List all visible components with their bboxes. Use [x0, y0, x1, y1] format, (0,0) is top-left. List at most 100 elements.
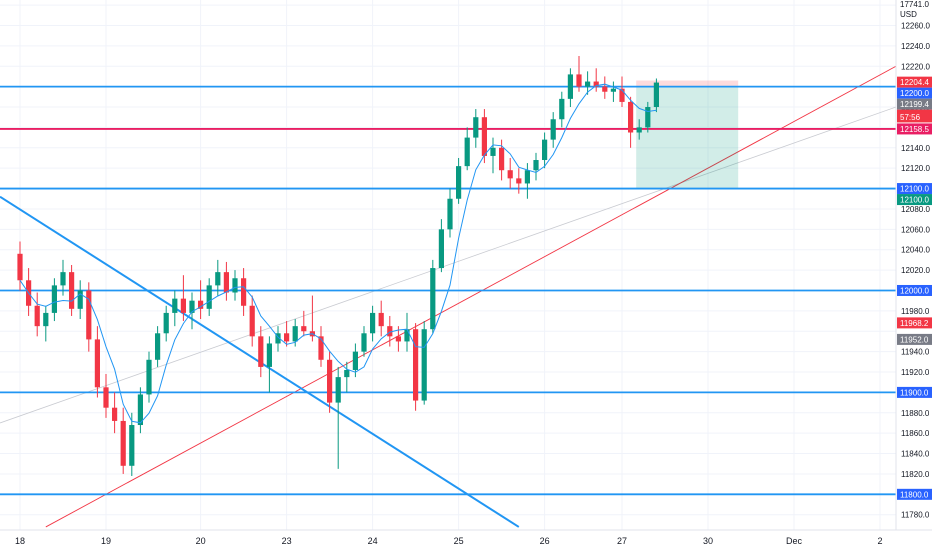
price-label-bg: [897, 317, 932, 329]
candle-body: [645, 107, 651, 128]
candle-body: [636, 127, 642, 133]
price-label-bg: [897, 123, 932, 135]
candle-body: [610, 88, 616, 92]
candle-body: [421, 329, 427, 401]
price-label: 11800.0: [900, 490, 929, 499]
candle-body: [215, 272, 221, 286]
candle-body: [533, 160, 539, 171]
time-axis[interactable]: 18 19 20 23 24 25 26 27 30 Dec 2: [0, 529, 932, 550]
candle-body: [464, 137, 470, 167]
price-label-bg: [897, 386, 932, 398]
candle-body: [585, 81, 591, 87]
candle-body: [180, 298, 186, 313]
y-tick-label: 12060.0: [901, 225, 930, 234]
candle-body: [275, 333, 281, 344]
candle-body: [51, 285, 57, 313]
x-tick-label: 23: [282, 536, 292, 546]
candle-body: [129, 425, 135, 466]
candle-body: [232, 278, 238, 293]
candle-body: [550, 119, 556, 140]
y-tick-label: 12040.0: [901, 246, 930, 255]
candle-body: [447, 198, 453, 230]
price-label-bg: [897, 183, 932, 195]
price-label-bg: [897, 98, 932, 110]
candle-body: [335, 377, 341, 403]
x-tick-label: 18: [15, 536, 25, 546]
y-tick-label: 11920.0: [901, 368, 930, 377]
candle-body: [395, 336, 401, 342]
price-label: 12204.4: [900, 78, 929, 87]
candle-body: [103, 387, 109, 408]
candle-body: [378, 312, 384, 327]
candle-body: [490, 147, 496, 156]
y-tick-label: 11820.0: [901, 470, 930, 479]
candle-body: [318, 336, 324, 360]
price-labels: 12204.412200.012199.412195.112158.512100…: [897, 76, 932, 500]
price-label: 12100.0: [900, 196, 929, 205]
price-label: 12100.0: [900, 185, 929, 194]
moving-average-line: [19, 83, 657, 424]
candle-body: [60, 272, 66, 286]
candle-body: [352, 351, 358, 370]
currency-label: USD: [900, 10, 917, 19]
candle-body: [120, 420, 126, 466]
candle-body: [112, 407, 118, 421]
x-tick-label: 2: [877, 536, 882, 546]
price-label: 11900.0: [900, 388, 929, 397]
y-tick-label: 11840.0: [901, 450, 930, 459]
candle-body: [542, 139, 548, 161]
position-target-zone: [636, 86, 739, 189]
header-partial-label: 17741.0: [900, 0, 929, 9]
candle-body: [602, 86, 608, 92]
candle-body: [155, 333, 161, 360]
position-tool[interactable]: [636, 80, 739, 189]
price-label-bg: [897, 488, 932, 500]
candle-body: [473, 117, 479, 138]
horizontal-levels[interactable]: [0, 85, 896, 496]
candle-body: [344, 369, 350, 378]
candle-body: [653, 82, 659, 108]
countdown-bg: [897, 111, 932, 123]
candle-body: [559, 98, 565, 120]
y-tick-label: 12220.0: [901, 62, 930, 71]
y-tick-label: 11980.0: [901, 307, 930, 316]
countdown-label: 57:56: [900, 113, 921, 122]
candle-body: [499, 147, 505, 171]
y-tick-label: 12240.0: [901, 42, 930, 51]
price-label-bg: [897, 194, 932, 206]
candle-body: [438, 229, 444, 269]
y-tick-label: 12120.0: [901, 164, 930, 173]
y-tick-label: 11780.0: [901, 511, 930, 520]
moving-average: [19, 83, 657, 424]
candle-body: [413, 329, 419, 401]
candle-body: [241, 278, 247, 306]
position-stop-zone: [636, 80, 739, 87]
price-label-bg: [897, 284, 932, 296]
price-label-bg: [897, 76, 932, 88]
candle-body: [481, 117, 487, 156]
candle-body: [86, 290, 92, 340]
candle-body: [146, 359, 152, 395]
candle-body: [249, 305, 255, 337]
candle-body: [628, 101, 634, 133]
candle-body: [292, 326, 298, 342]
candle-body: [69, 272, 75, 309]
y-tick-label: 11940.0: [901, 348, 930, 357]
trendline-red: [45, 65, 897, 528]
candle-body: [163, 312, 169, 334]
candle-body: [387, 326, 393, 337]
candle-body: [576, 74, 582, 87]
y-tick-label: 11860.0: [901, 429, 930, 438]
y-tick-label: 12020.0: [901, 266, 930, 275]
y-tick-label: 12260.0: [901, 21, 930, 30]
time-axis-bg: [0, 530, 932, 550]
candle-body: [172, 298, 178, 313]
candle-body: [137, 394, 143, 426]
x-tick-label: 25: [454, 536, 464, 546]
x-tick-label: 30: [703, 536, 713, 546]
candle-body: [430, 268, 436, 330]
x-tick-label: 26: [540, 536, 550, 546]
candle-body: [258, 336, 264, 367]
